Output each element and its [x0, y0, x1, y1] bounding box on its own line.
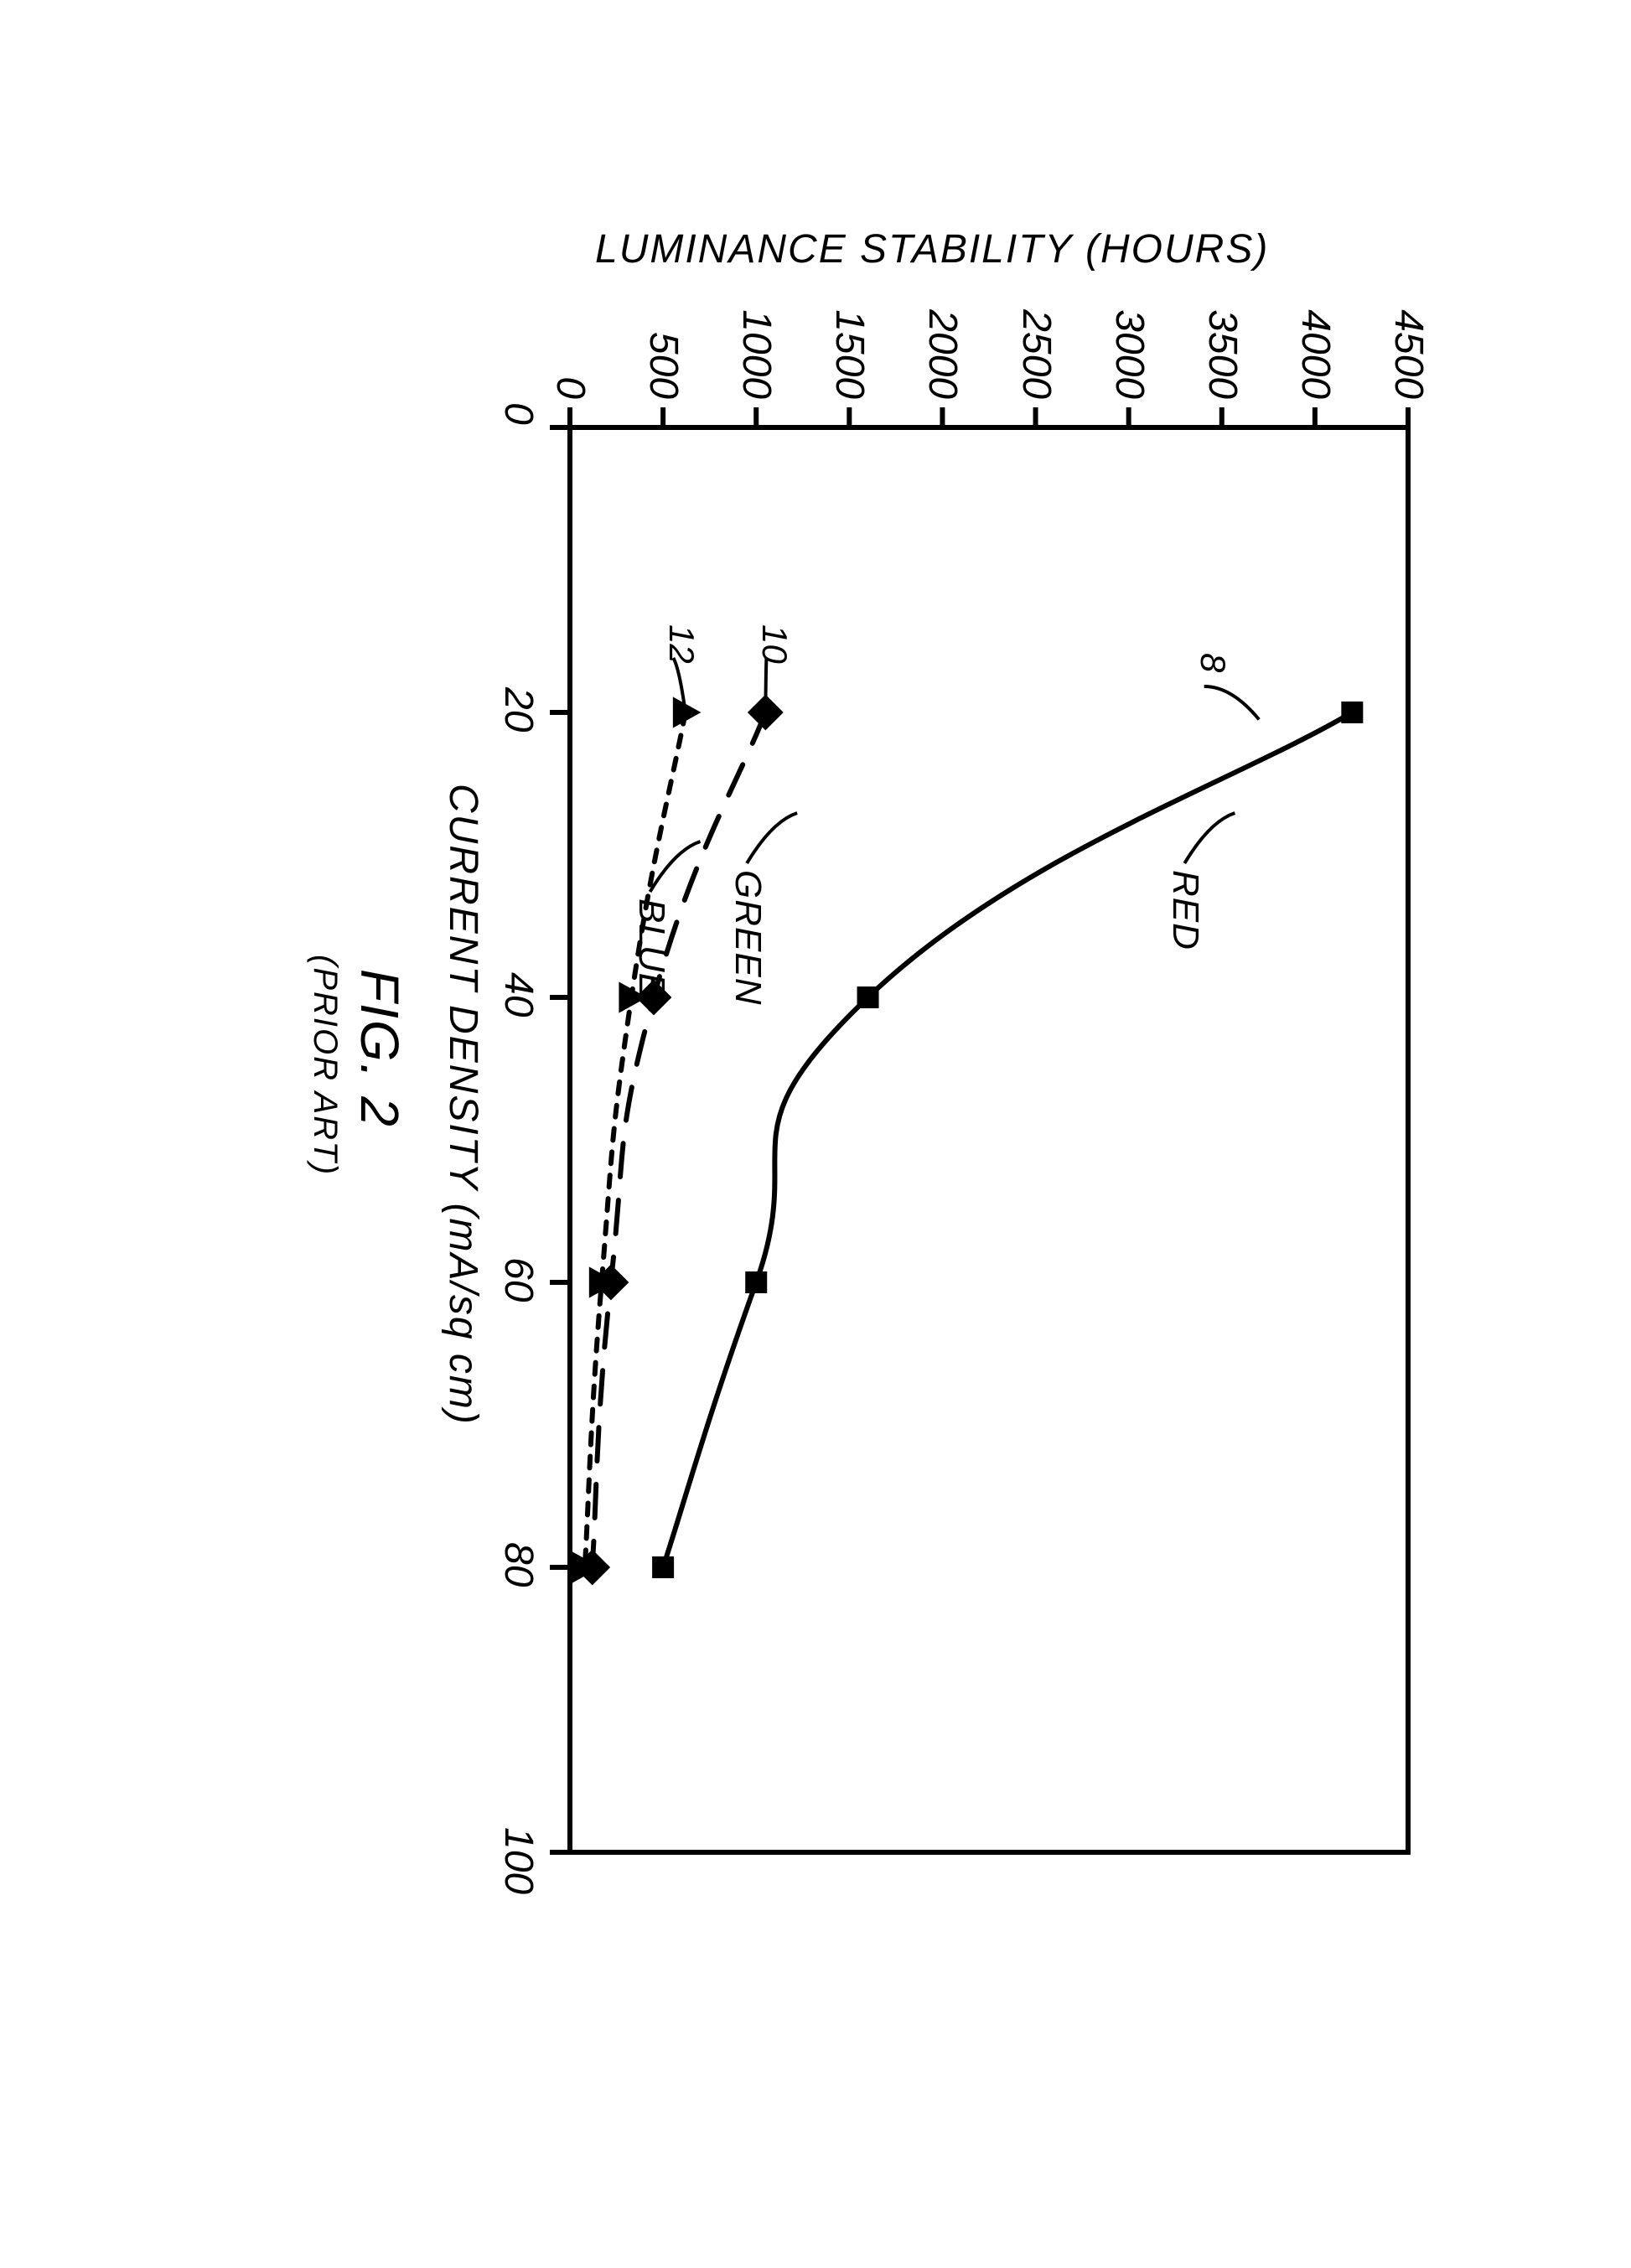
figure-caption-sub: (PRIOR ART)	[306, 955, 344, 1176]
x-tick: 0	[495, 402, 541, 425]
y-tick: 1000	[733, 282, 779, 399]
y-tick: 4000	[1292, 282, 1338, 399]
series-label-blue: BLUE	[630, 898, 672, 998]
callout-10: 10	[754, 624, 795, 664]
y-tick: 2500	[1013, 282, 1059, 399]
y-tick: 3500	[1199, 282, 1245, 399]
y-tick: 500	[640, 282, 686, 399]
callout-12: 12	[661, 624, 702, 664]
x-tick: 100	[495, 1827, 541, 1894]
callout-8: 8	[1193, 653, 1233, 672]
x-tick: 60	[495, 1257, 541, 1302]
x-tick: 40	[495, 972, 541, 1017]
series-label-red: RED	[1164, 870, 1206, 950]
y-axis-label: LUMINANCE STABILITY (HOURS)	[595, 226, 1269, 272]
figure-caption: FIG. 2	[349, 969, 411, 1128]
x-tick: 20	[495, 687, 541, 732]
y-tick: 3000	[1106, 282, 1152, 399]
x-axis-label: CURRENT DENSITY (mA/sq cm)	[440, 784, 486, 1426]
chart: LUMINANCE STABILITY (HOURS) CURRENT DENS…	[84, 126, 1509, 2137]
rotated-stage: LUMINANCE STABILITY (HOURS) CURRENT DENS…	[84, 126, 1509, 2137]
y-tick: 1500	[826, 282, 872, 399]
x-tick: 80	[495, 1542, 541, 1587]
series-label-green: GREEN	[727, 870, 769, 1005]
page: LUMINANCE STABILITY (HOURS) CURRENT DENS…	[0, 0, 1631, 2268]
y-tick: 4500	[1385, 282, 1432, 399]
chart-svg	[84, 126, 1509, 2137]
y-tick: 2000	[919, 282, 966, 399]
y-tick: 0	[547, 282, 593, 399]
